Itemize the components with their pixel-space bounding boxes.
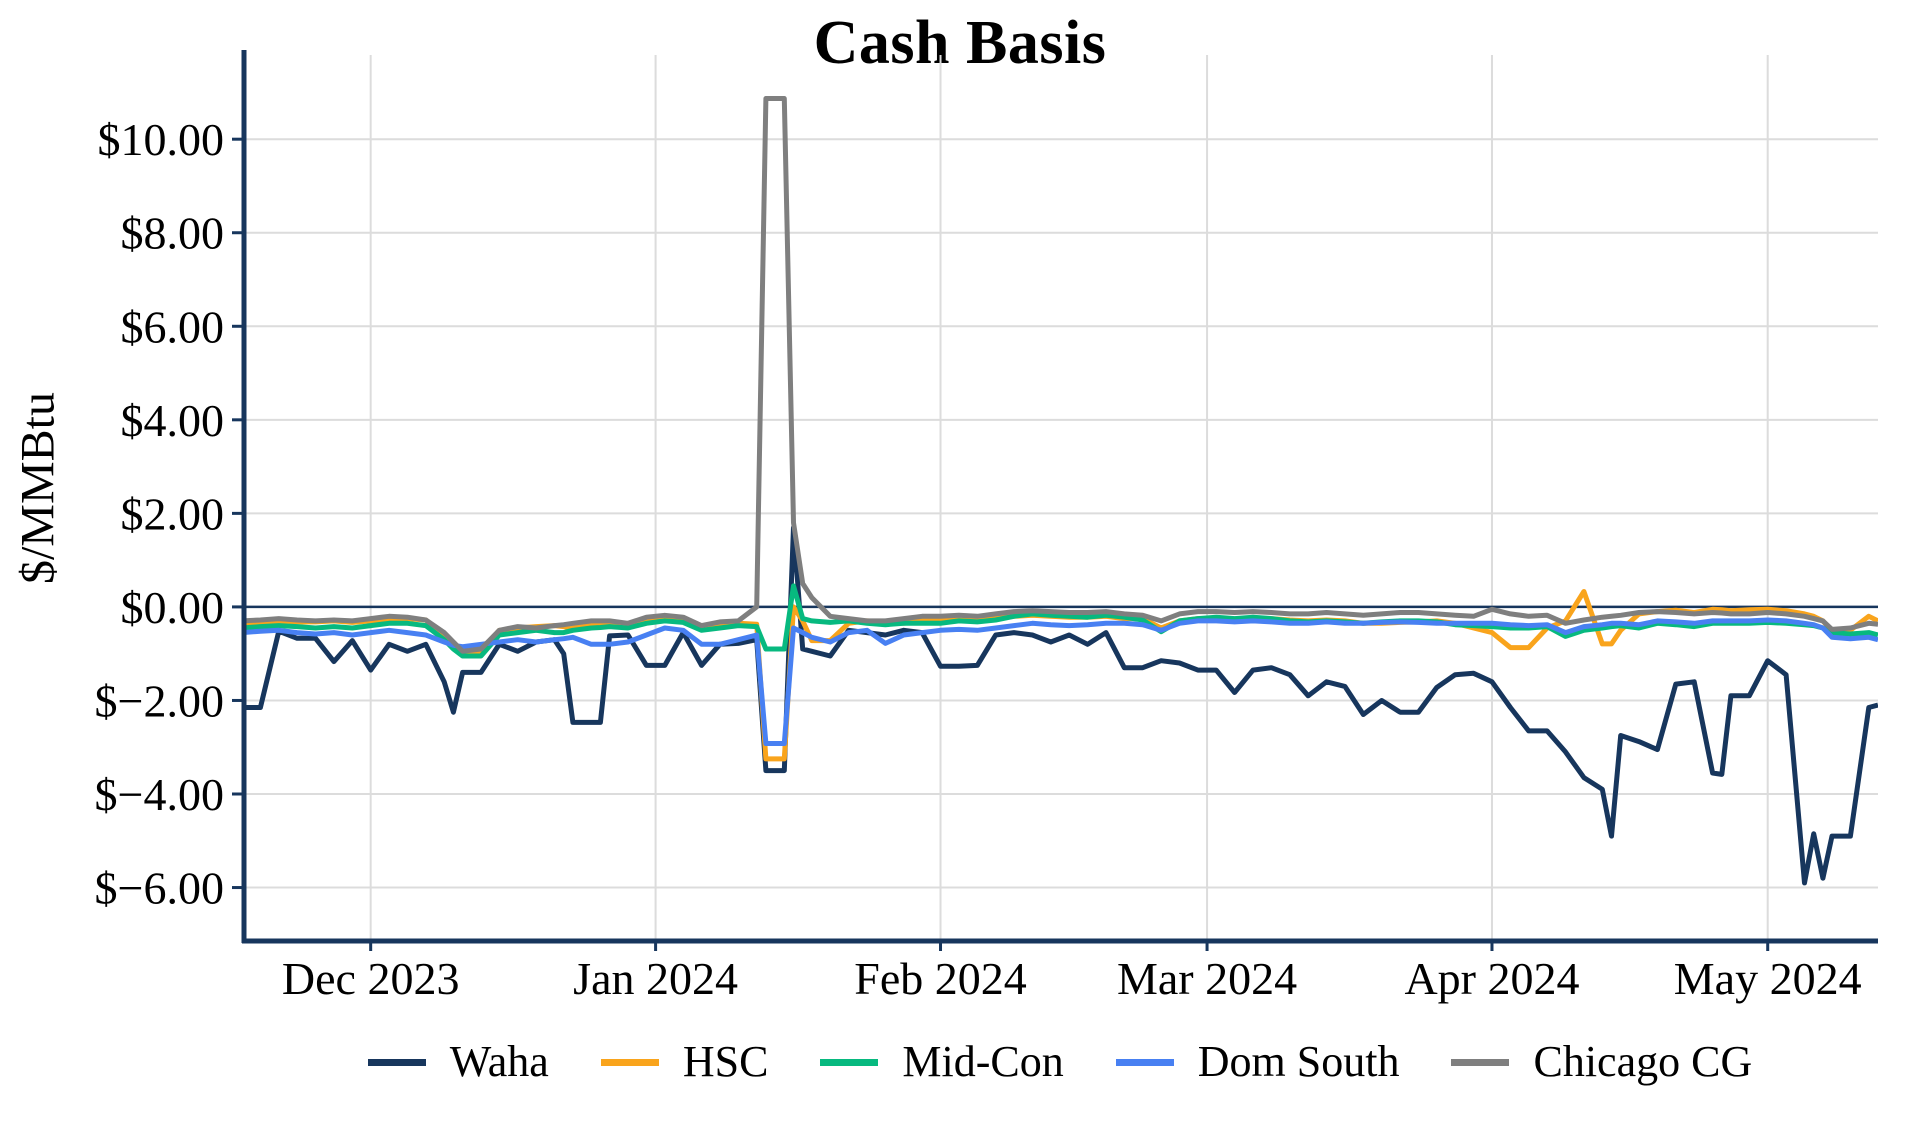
axes [232, 50, 1878, 951]
legend-item-dom-south: Dom South [1115, 1037, 1400, 1086]
series-line-chicago-cg [242, 96, 1878, 654]
chart-legend: Waha HSC Mid-Con Dom South Chicago CG [242, 1040, 1878, 1084]
series-line-dom-south [242, 617, 1878, 746]
legend-item-chicago-cg: Chicago CG [1451, 1040, 1752, 1084]
y-tick-label: $−6.00 [95, 863, 224, 914]
legend-swatch-hsc [600, 1058, 659, 1066]
series-line-mid-con [242, 583, 1878, 659]
legend-swatch-waha [367, 1058, 426, 1066]
legend-label: Mid-Con [902, 1037, 1064, 1086]
legend-swatch-mid-con [820, 1058, 879, 1066]
legend-label: Chicago CG [1533, 1037, 1753, 1086]
x-gridlines [369, 55, 1769, 941]
x-tick-label: Jan 2024 [573, 953, 738, 1004]
y-tick-label: $0.00 [121, 582, 225, 633]
legend-item-mid-con: Mid-Con [820, 1037, 1064, 1086]
y-gridlines [242, 138, 1878, 889]
x-tick-label: Apr 2024 [1404, 953, 1579, 1004]
legend-item-waha: Waha [367, 1037, 549, 1086]
x-tick-label: Dec 2023 [282, 953, 460, 1004]
x-tick-label: May 2024 [1674, 953, 1862, 1004]
y-tick-label: $8.00 [121, 208, 225, 259]
y-tick-labels: $10.00 $8.00 $6.00 $4.00 $2.00 $0.00 $−2.00 $−4… [95, 114, 224, 913]
x-tick-label: Feb 2024 [854, 953, 1027, 1004]
x-tick-labels: Dec 2023 Jan 2024 Feb 2024 Mar 2024 Apr 2024… [282, 953, 1862, 1004]
chart-title: Cash Basis [813, 9, 1107, 77]
legend-label: Waha [449, 1037, 549, 1086]
legend-swatch-dom-south [1115, 1058, 1174, 1066]
y-tick-label: $4.00 [121, 395, 225, 446]
legend-swatch-chicago-cg [1451, 1058, 1510, 1066]
y-tick-label: $2.00 [121, 488, 225, 539]
y-tick-label: $6.00 [121, 301, 225, 352]
x-tick-label: Mar 2024 [1117, 953, 1297, 1004]
legend-label: HSC [682, 1037, 769, 1086]
y-tick-label: $−2.00 [95, 675, 224, 726]
legend-label: Dom South [1197, 1037, 1400, 1086]
series-line-waha [242, 524, 1878, 886]
legend-item-hsc: HSC [600, 1037, 769, 1086]
series-lines [242, 96, 1878, 886]
y-tick-label: $10.00 [98, 114, 225, 165]
y-tick-label: $−4.00 [95, 769, 224, 820]
